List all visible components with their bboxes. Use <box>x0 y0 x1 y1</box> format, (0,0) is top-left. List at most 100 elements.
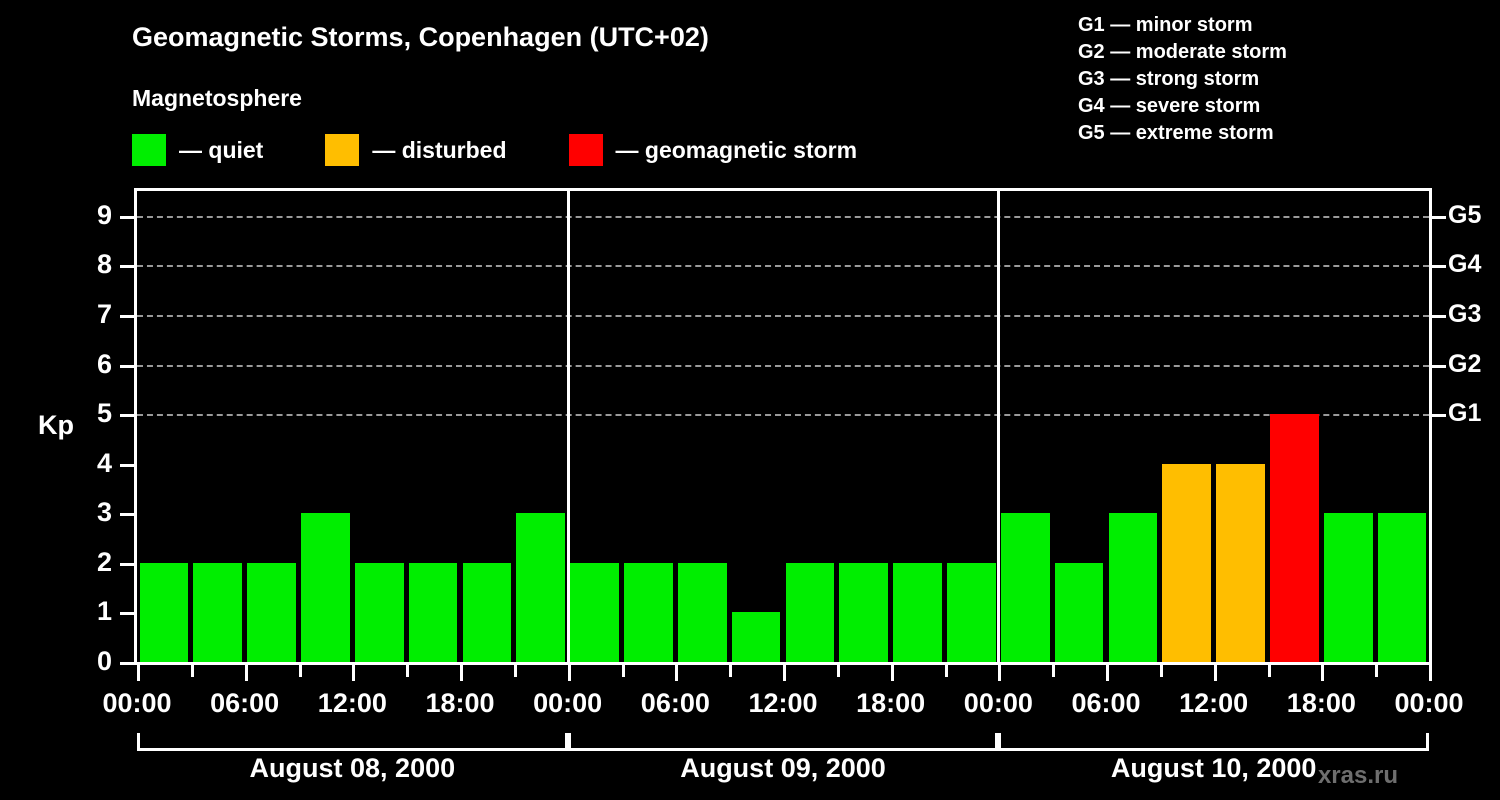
day-separator <box>566 191 570 662</box>
x-tick-label: 00:00 <box>1394 688 1464 718</box>
x-minor-tick <box>836 665 840 677</box>
legend-swatch-disturbed-icon <box>325 134 360 166</box>
bar-aug-10-18-21 <box>1323 513 1373 662</box>
y-tick-mark-0 <box>120 662 134 665</box>
y-tick-mark-3 <box>120 513 134 517</box>
day-label: August 10, 2000 <box>1110 753 1317 783</box>
bar-aug-09-03-06 <box>624 562 673 662</box>
bar-aug-10-12-15 <box>1216 463 1265 662</box>
watermark: xras.ru <box>1317 762 1398 789</box>
g-tick-mark-g3 <box>1432 314 1446 318</box>
gscale-row-g5: G5 — extreme storm <box>1078 122 1274 144</box>
x-major-tick <box>998 665 1002 681</box>
y-tick-mark-9 <box>120 215 134 219</box>
y-tick-mark-6 <box>120 364 134 368</box>
x-major-tick <box>675 665 679 681</box>
x-minor-tick <box>190 665 194 677</box>
x-major-tick <box>1429 665 1432 681</box>
x-tick-label: 18:00 <box>425 688 495 718</box>
day-separator <box>997 191 1001 662</box>
gridline-kp-7 <box>137 314 1429 317</box>
x-tick-label: 00:00 <box>102 688 172 718</box>
gridline-kp-6 <box>137 364 1429 367</box>
bar-aug-08-18-21 <box>462 562 512 662</box>
y-tick-label-3: 3 <box>96 497 112 528</box>
legend-label-quiet: — quiet <box>179 136 264 163</box>
x-minor-tick <box>1375 665 1379 677</box>
gscale-row-g4: G4 — severe storm <box>1078 95 1261 117</box>
bar-aug-10-03-06 <box>1054 562 1104 662</box>
x-major-tick <box>460 665 463 681</box>
y-tick-label-4: 4 <box>96 447 112 478</box>
x-tick-label: 18:00 <box>1286 688 1356 718</box>
x-tick-label: 00:00 <box>533 688 603 718</box>
x-minor-tick <box>1159 665 1163 677</box>
x-minor-tick <box>944 665 948 677</box>
x-major-tick <box>783 665 786 681</box>
legend-item-disturbed: — disturbed <box>325 134 507 166</box>
x-minor-tick <box>406 665 410 677</box>
plot-area <box>134 188 1432 665</box>
y-tick-label-6: 6 <box>96 348 112 379</box>
bar-aug-09-15-18 <box>839 562 889 662</box>
y-tick-mark-2 <box>120 562 134 566</box>
x-minor-tick <box>729 665 733 677</box>
legend-swatch-quiet-icon <box>132 134 166 166</box>
y-tick-mark-7 <box>120 314 134 318</box>
y-tick-mark-5 <box>120 414 134 418</box>
bar-aug-10-21-24 <box>1377 513 1427 662</box>
x-tick-label: 18:00 <box>856 688 926 718</box>
x-tick-label: 12:00 <box>1179 688 1249 718</box>
day-bracket <box>137 733 568 751</box>
day-label: August 08, 2000 <box>249 753 456 783</box>
x-major-tick <box>890 665 894 681</box>
bar-aug-09-09-12 <box>731 612 781 662</box>
y-tick-label-0: 0 <box>96 646 112 676</box>
x-major-tick <box>1106 665 1109 681</box>
g-tick-label-g5: G5 <box>1448 200 1482 229</box>
gscale-row-g3: G3 — strong storm <box>1078 68 1260 90</box>
y-tick-label-2: 2 <box>96 546 112 577</box>
day-label: August 09, 2000 <box>680 753 886 783</box>
x-major-tick <box>352 665 356 681</box>
g-tick-label-g4: G4 <box>1448 250 1482 279</box>
bar-aug-09-18-21 <box>893 562 942 662</box>
bar-aug-08-03-06 <box>193 562 243 662</box>
bar-aug-09-21-24 <box>947 562 996 662</box>
gscale-row-g1: G1 — minor storm <box>1078 14 1253 36</box>
x-tick-label: 12:00 <box>317 688 387 718</box>
g-tick-label-g1: G1 <box>1448 399 1482 428</box>
y-tick-label-9: 9 <box>96 199 112 230</box>
legend-item-storm: — geomagnetic storm <box>568 134 858 166</box>
x-major-tick <box>567 665 571 681</box>
bar-aug-11-00-03 <box>1429 414 1431 662</box>
gscale-legend: G1 — minor storm G2 — moderate storm G3 … <box>1078 12 1287 147</box>
chart-legend: — quiet — disturbed — geomagnetic storm <box>132 133 857 167</box>
legend-label-disturbed: — disturbed <box>372 136 507 163</box>
day-bracket <box>998 733 1429 751</box>
bar-aug-10-00-03 <box>1000 513 1050 662</box>
legend-label-storm: — geomagnetic storm <box>615 136 858 163</box>
x-tick-label: 00:00 <box>963 688 1033 718</box>
g-tick-mark-g5 <box>1432 215 1446 219</box>
x-minor-tick <box>1052 665 1056 677</box>
y-tick-label-5: 5 <box>96 398 112 429</box>
y-tick-label-7: 7 <box>96 298 112 329</box>
y-tick-label-8: 8 <box>96 249 112 280</box>
bar-aug-08-09-12 <box>301 513 350 662</box>
x-tick-label: 06:00 <box>1071 688 1141 718</box>
g-tick-label-g3: G3 <box>1448 299 1482 328</box>
bar-aug-08-15-18 <box>408 562 458 662</box>
legend-swatch-storm-icon <box>568 134 603 166</box>
g-tick-mark-g1 <box>1432 414 1446 418</box>
x-minor-tick <box>298 665 302 677</box>
y-tick-label-1: 1 <box>96 596 112 627</box>
legend-item-quiet: — quiet <box>132 134 263 166</box>
page-title: Geomagnetic Storms, Copenhagen (UTC+02) <box>132 22 709 52</box>
y-tick-mark-4 <box>120 463 134 467</box>
g-tick-label-g2: G2 <box>1448 349 1482 378</box>
bar-aug-08-00-03 <box>139 562 189 662</box>
bar-aug-09-06-09 <box>677 562 727 662</box>
bar-aug-08-12-15 <box>354 562 404 662</box>
x-tick-label: 06:00 <box>640 688 710 718</box>
